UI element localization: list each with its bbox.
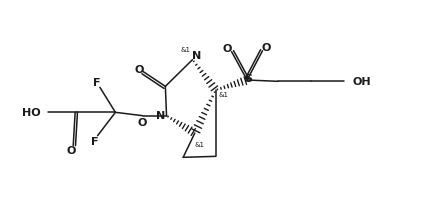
Text: F: F xyxy=(93,78,101,88)
Text: OH: OH xyxy=(353,77,371,87)
Text: O: O xyxy=(223,43,232,53)
Text: O: O xyxy=(135,64,144,74)
Text: O: O xyxy=(67,145,76,155)
Text: O: O xyxy=(138,117,147,127)
Text: &1: &1 xyxy=(181,46,190,52)
Text: S: S xyxy=(244,74,252,84)
Text: F: F xyxy=(91,136,98,146)
Text: N: N xyxy=(192,50,201,60)
Text: &1: &1 xyxy=(219,92,229,98)
Text: O: O xyxy=(262,42,271,52)
Text: &1: &1 xyxy=(195,141,205,147)
Text: HO: HO xyxy=(22,108,40,118)
Text: N: N xyxy=(156,110,165,120)
